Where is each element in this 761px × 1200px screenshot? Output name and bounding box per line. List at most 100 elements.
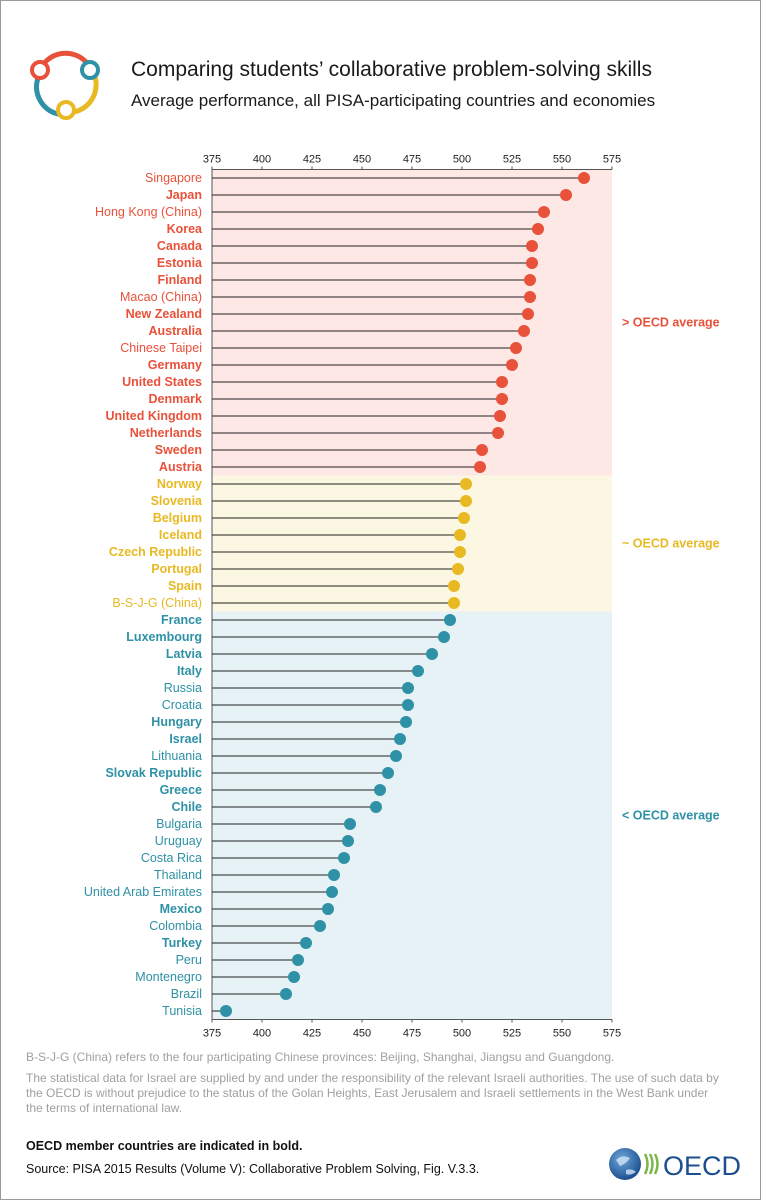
lollipop-dot (390, 750, 402, 762)
country-label: Japan (166, 188, 202, 202)
country-label: Estonia (157, 256, 203, 270)
israel-note: The statistical data for Israel are supp… (26, 1071, 719, 1115)
oecd-member-note: OECD member countries are indicated in b… (26, 1139, 303, 1153)
country-label: Finland (158, 273, 202, 287)
lollipop-dot (522, 308, 534, 320)
band-label-above: > OECD average (622, 316, 720, 330)
x-tick-label-top: 425 (303, 154, 321, 166)
x-tick-label-top: 550 (553, 154, 571, 166)
country-label: Singapore (145, 171, 202, 185)
x-tick-label-top: 400 (253, 154, 271, 166)
lollipop-dot (382, 767, 394, 779)
lollipop-dot (314, 920, 326, 932)
lollipop-dot (492, 427, 504, 439)
country-label: Peru (176, 953, 202, 967)
country-label: Sweden (155, 443, 202, 457)
lollipop-dot (426, 648, 438, 660)
country-label: Montenegro (135, 970, 202, 984)
lollipop-dot (494, 410, 506, 422)
country-label: Croatia (162, 698, 202, 712)
country-label: Netherlands (130, 426, 202, 440)
x-tick-label-bottom: 475 (403, 1028, 421, 1040)
lollipop-dot (292, 954, 304, 966)
country-label: Slovak Republic (105, 766, 202, 780)
lollipop-dot (280, 988, 292, 1000)
lollipop-dot (374, 784, 386, 796)
band-above (212, 169, 612, 476)
chart-subtitle: Average performance, all PISA-participat… (131, 91, 656, 110)
country-label: United States (122, 375, 202, 389)
lollipop-dot (220, 1005, 232, 1017)
country-label: New Zealand (126, 307, 202, 321)
country-label: Chinese Taipei (120, 341, 202, 355)
band-label-similar: ~ OECD average (622, 537, 720, 551)
country-label: Lithuania (151, 749, 202, 763)
lollipop-dot (560, 189, 572, 201)
collaboration-logo-icon (30, 50, 100, 120)
country-label: Uruguay (155, 834, 203, 848)
country-label: Hungary (151, 715, 202, 729)
x-tick-label-bottom: 425 (303, 1028, 321, 1040)
lollipop-dot (344, 818, 356, 830)
oecd-logo: OECD (609, 1148, 741, 1181)
lollipop-chart: > OECD average ~ OECD average < OECD avera… (84, 154, 720, 1040)
x-tick-label-bottom: 400 (253, 1028, 271, 1040)
lollipop-dot (370, 801, 382, 813)
lollipop-dot (402, 682, 414, 694)
lollipop-dot (496, 376, 508, 388)
lollipop-dot (448, 580, 460, 592)
lollipop-dot (538, 206, 550, 218)
oecd-wordmark: OECD (663, 1151, 741, 1181)
country-label: Belgium (153, 511, 202, 525)
country-label: Luxembourg (126, 630, 202, 644)
country-label: Macao (China) (120, 290, 202, 304)
country-label: Thailand (154, 868, 202, 882)
footnotes: B-S-J-G (China) refers to the four parti… (26, 1050, 726, 1122)
chart-title: Comparing students’ collaborative proble… (131, 58, 652, 81)
lollipop-dot (454, 529, 466, 541)
globe-icon (609, 1148, 641, 1180)
country-label: Brazil (171, 987, 202, 1001)
country-label: Denmark (149, 392, 203, 406)
lollipop-dot (322, 903, 334, 915)
source-note: Source: PISA 2015 Results (Volume V): Co… (26, 1162, 480, 1176)
country-label: Australia (149, 324, 204, 338)
lollipop-dot (402, 699, 414, 711)
country-label: Austria (159, 460, 203, 474)
lollipop-dot (578, 172, 590, 184)
country-label: United Kingdom (105, 409, 202, 423)
country-label: Chile (171, 800, 202, 814)
country-label: Tunisia (162, 1004, 202, 1018)
country-label: Italy (177, 664, 202, 678)
lollipop-dot (400, 716, 412, 728)
lollipop-dot (458, 512, 470, 524)
lollipop-dot (394, 733, 406, 745)
country-label: Norway (157, 477, 202, 491)
lollipop-dot (326, 886, 338, 898)
x-tick-label-top: 525 (503, 154, 521, 166)
x-tick-label-bottom: 550 (553, 1028, 571, 1040)
x-tick-label-top: 575 (603, 154, 621, 166)
country-label: Iceland (159, 528, 202, 542)
country-label: Mexico (160, 902, 203, 916)
lollipop-dot (452, 563, 464, 575)
lollipop-dot (342, 835, 354, 847)
lollipop-dot (460, 495, 472, 507)
lollipop-dot (526, 257, 538, 269)
lollipop-dot (328, 869, 340, 881)
x-tick-label-bottom: 375 (203, 1028, 221, 1040)
country-label: Korea (167, 222, 203, 236)
lollipop-dot (448, 597, 460, 609)
country-label: Costa Rica (141, 851, 202, 865)
lollipop-dot (524, 274, 536, 286)
lollipop-dot (444, 614, 456, 626)
x-tick-label-bottom: 575 (603, 1028, 621, 1040)
country-label: Spain (168, 579, 202, 593)
country-label: Colombia (149, 919, 202, 933)
country-label: France (161, 613, 202, 627)
lollipop-dot (518, 325, 530, 337)
country-label: Germany (148, 358, 202, 372)
country-label: B-S-J-G (China) (112, 596, 202, 610)
x-tick-label-top: 450 (353, 154, 371, 166)
lollipop-dot (510, 342, 522, 354)
